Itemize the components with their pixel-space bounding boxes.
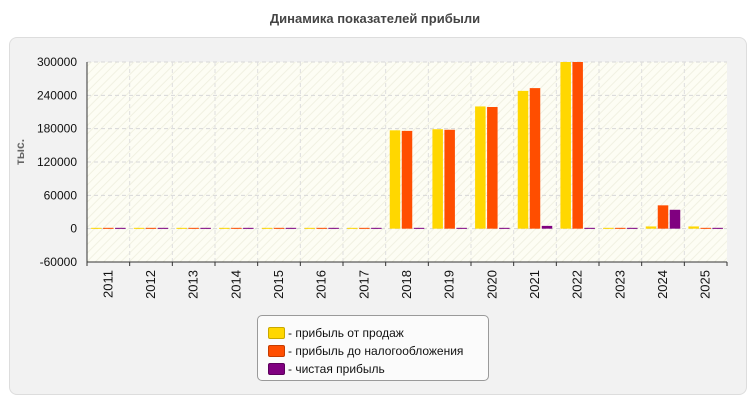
x-tick-label: 2018 [399,270,414,299]
bar-2023-series-0 [603,227,614,229]
bar-2021-series-2 [541,225,553,229]
x-tick-label: 2014 [228,270,243,299]
x-tick-label: 2013 [186,270,201,299]
bar-2021-series-1 [529,88,541,229]
x-tick-label: 2023 [612,270,627,299]
x-tick-label: 2022 [570,270,585,299]
bar-2020-series-1 [487,107,498,229]
bar-2019-series-2 [456,227,467,229]
x-tick-label: 2017 [356,270,371,299]
bar-2024-series-0 [645,226,657,229]
legend-label-pretax-profit: - прибыль до налогообложения [288,344,464,358]
y-tick-label: -60000 [40,255,78,269]
y-tick-label: 120000 [37,155,77,169]
bar-2015-series-0 [261,227,273,229]
x-tick-label: 2011 [100,270,115,298]
bar-2017-series-2 [371,227,382,229]
bar-2017-series-1 [359,227,370,229]
bar-2011-series-2 [115,227,126,229]
legend-label-sales-profit: - прибыль от продаж [288,326,404,340]
bar-2025-series-1 [700,227,711,229]
bar-2023-series-1 [615,227,626,229]
x-tick-label: 2020 [484,270,499,299]
bar-2016-series-0 [304,227,315,229]
bar-2015-series-1 [273,227,285,229]
bar-2022-series-0 [560,62,571,229]
bar-2022-series-1 [572,62,583,229]
legend-label-net-profit: - чистая прибыль [288,362,385,376]
bar-2019-series-1 [444,129,455,229]
x-tick-label: 2016 [314,270,329,299]
x-tick-label: 2025 [698,270,713,299]
bar-2018-series-1 [401,130,413,229]
bar-2011-series-0 [91,227,102,229]
x-tick-label: 2015 [271,270,286,299]
bar-2021-series-0 [517,90,529,229]
legend: - прибыль от продаж - прибыль до налогоо… [257,315,489,381]
bar-2012-series-1 [145,227,157,229]
bar-2014-series-2 [243,227,254,229]
y-axis-label: тыс. [13,139,27,165]
y-tick-label: 60000 [44,188,78,202]
y-tick-label: 300000 [37,55,77,69]
bar-2025-series-2 [712,227,723,229]
x-tick-label: 2019 [442,270,457,299]
bar-2014-series-0 [219,227,230,229]
y-tick-label: 180000 [37,122,77,136]
legend-swatch-sales-profit [268,327,285,339]
bar-2016-series-1 [316,227,327,229]
x-tick-label: 2012 [143,270,158,299]
bar-2024-series-1 [657,205,669,229]
legend-item-sales-profit: - прибыль от продаж [268,324,488,342]
x-tick-label: 2024 [655,270,670,299]
bar-2011-series-1 [103,227,114,229]
bar-2012-series-0 [133,227,145,229]
chart-title: Динамика показателей прибыли [269,11,481,26]
legend-swatch-net-profit [268,363,285,375]
bar-2015-series-2 [285,227,297,229]
legend-item-pretax-profit: - прибыль до налогообложения [268,342,488,360]
bar-2024-series-2 [669,209,681,229]
bar-2012-series-2 [157,227,169,229]
y-tick-label: 0 [70,222,77,236]
bar-2020-series-2 [499,227,510,229]
bar-2025-series-0 [688,226,699,229]
bar-2022-series-2 [584,227,595,229]
bar-2013-series-0 [176,227,187,229]
bar-2013-series-2 [200,227,211,229]
bar-2013-series-1 [188,227,199,229]
bar-2018-series-0 [389,130,401,229]
y-tick-label: 240000 [37,88,77,102]
legend-item-net-profit: - чистая прибыль [268,360,488,378]
bar-2023-series-2 [627,227,638,229]
x-tick-label: 2021 [527,270,542,299]
bar-2018-series-2 [413,227,425,229]
legend-swatch-pretax-profit [268,345,285,357]
bar-2019-series-0 [432,129,443,229]
bar-2014-series-1 [231,227,242,229]
bar-2016-series-2 [328,227,339,229]
bar-2020-series-0 [475,106,486,229]
bar-2017-series-0 [347,227,358,229]
